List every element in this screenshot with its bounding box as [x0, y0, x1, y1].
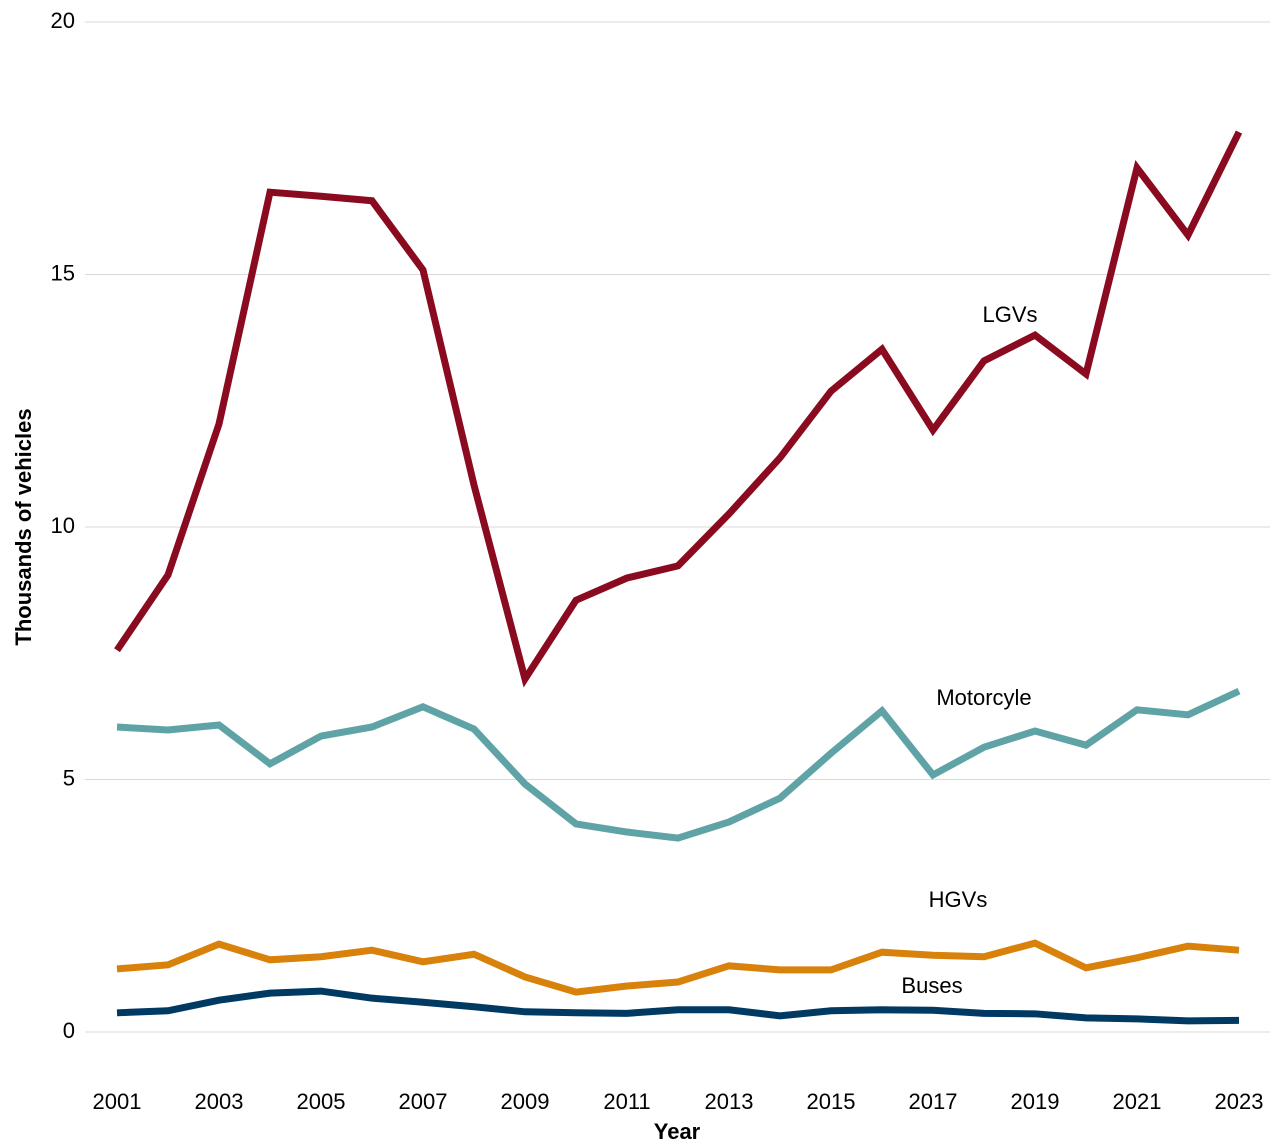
x-tick-label: 2011 — [603, 1089, 650, 1114]
series-label: Motorcyle — [936, 685, 1031, 710]
y-tick-label: 5 — [63, 765, 75, 790]
series-label: HGVs — [929, 887, 988, 912]
x-tick-label: 2023 — [1215, 1089, 1264, 1114]
y-axis-title: Thousands of vehicles — [11, 408, 36, 645]
x-tick-label: 2013 — [705, 1089, 754, 1114]
x-tick-label: 2001 — [93, 1089, 142, 1114]
series-line — [114, 130, 1243, 688]
series-line — [116, 687, 1241, 842]
x-axis-title: Year — [654, 1119, 701, 1144]
series-label: Buses — [901, 973, 962, 998]
x-tick-label: 2007 — [399, 1089, 448, 1114]
x-tick-label: 2009 — [501, 1089, 550, 1114]
y-tick-label: 15 — [51, 260, 75, 285]
series-line — [116, 987, 1240, 1025]
y-tick-label: 0 — [63, 1018, 75, 1043]
x-tick-label: 2019 — [1011, 1089, 1060, 1114]
series-label: LGVs — [982, 302, 1037, 327]
x-tick-label: 2021 — [1113, 1089, 1162, 1114]
y-tick-label: 10 — [51, 513, 75, 538]
x-tick-label: 2015 — [807, 1089, 856, 1114]
x-tick-label: 2005 — [297, 1089, 346, 1114]
x-tick-label: 2003 — [195, 1089, 244, 1114]
y-tick-label: 20 — [51, 8, 75, 33]
x-tick-label: 2017 — [909, 1089, 958, 1114]
series-line — [116, 939, 1240, 996]
